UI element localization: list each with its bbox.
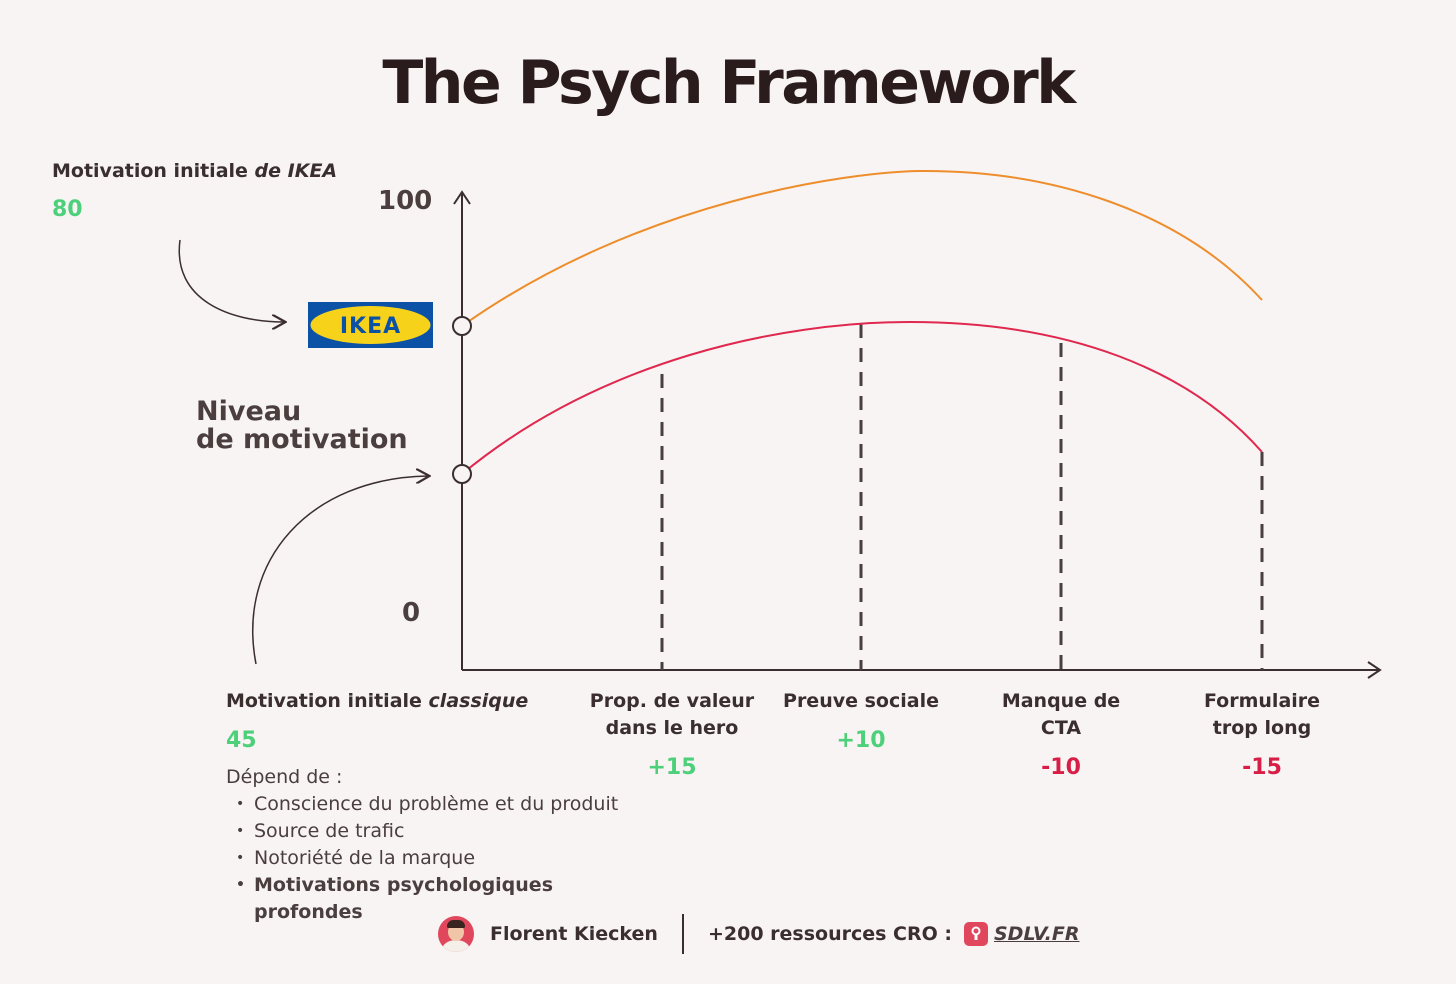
step-line2: CTA — [1040, 717, 1082, 739]
avatar — [438, 916, 474, 952]
step-long-form: Formulaire trop long -15 — [1172, 688, 1352, 781]
step-social-proof: Preuve sociale +10 — [771, 688, 951, 754]
ikea-label-prefix: Motivation initiale — [52, 160, 255, 182]
classic-motivation-label: Motivation initiale classique — [226, 690, 528, 712]
classic-motivation-curve — [461, 320, 1263, 475]
classic-pointer-arrow-icon — [252, 476, 428, 665]
ikea-motivation-label: Motivation initiale de IKEA — [52, 160, 337, 182]
step-missing-cta: Manque de CTA -10 — [971, 688, 1151, 781]
y-axis-label-line1: Niveau — [196, 396, 302, 427]
factor-item: Conscience du problème et du produit — [236, 791, 618, 818]
footer: Florent Kiecken +200 ressources CRO : SD… — [438, 914, 1080, 954]
ikea-pointer-arrow-icon — [178, 239, 284, 322]
y-tick-bottom: 0 — [402, 598, 421, 628]
y-axis-label-line2: de motivation — [196, 424, 408, 455]
factor-item: Source de trafic — [236, 818, 618, 845]
step-line1: Preuve sociale — [783, 690, 939, 712]
resources-text: +200 ressources CRO : — [707, 923, 952, 945]
step-line1: Formulaire — [1203, 690, 1321, 712]
motivation-factors: Dépend de : Conscience du problème et du… — [226, 764, 618, 926]
keyhole-icon — [963, 922, 988, 946]
footer-divider — [681, 914, 684, 954]
factor-item: Motivations psychologiques profondes — [236, 872, 554, 926]
step-line2: trop long — [1212, 717, 1312, 739]
step-value: +15 — [647, 755, 697, 780]
step-line1: Prop. de valeur — [589, 690, 755, 712]
y-axis-arrow-icon — [453, 190, 471, 205]
author-name: Florent Kiecken — [490, 923, 658, 945]
ikea-motivation-value: 80 — [52, 197, 83, 222]
step-value: -10 — [1041, 755, 1081, 780]
ikea-logo-text: IKEA — [340, 314, 401, 339]
factors-title: Dépend de : — [226, 766, 343, 788]
factors-list: Conscience du problème et du produit Sou… — [226, 791, 618, 926]
page-title: The Psych Framework — [382, 48, 1076, 118]
factor-item: Notoriété de la marque — [236, 845, 618, 872]
step-line2: dans le hero — [605, 717, 739, 739]
classic-motivation-value: 45 — [226, 728, 257, 753]
ikea-motivation-curve — [461, 169, 1263, 327]
step-value: +10 — [836, 728, 886, 753]
step-value-proposition: Prop. de valeur dans le hero +15 — [582, 688, 762, 781]
step-value: -15 — [1242, 755, 1282, 780]
ikea-label-italic: de IKEA — [254, 160, 338, 182]
step-line1: Manque de — [1001, 690, 1121, 712]
x-axis-arrow-icon — [1367, 661, 1382, 679]
sdlv-link[interactable]: SDLV.FR — [993, 923, 1080, 945]
classic-label-prefix: Motivation initiale — [226, 690, 429, 712]
y-tick-top: 100 — [378, 186, 433, 216]
y-axis-label: Niveau de motivation — [196, 398, 408, 454]
ikea-start-point — [452, 316, 472, 336]
classic-label-italic: classique — [428, 690, 529, 712]
ikea-logo: IKEA — [308, 302, 433, 348]
classic-start-point — [452, 464, 472, 484]
